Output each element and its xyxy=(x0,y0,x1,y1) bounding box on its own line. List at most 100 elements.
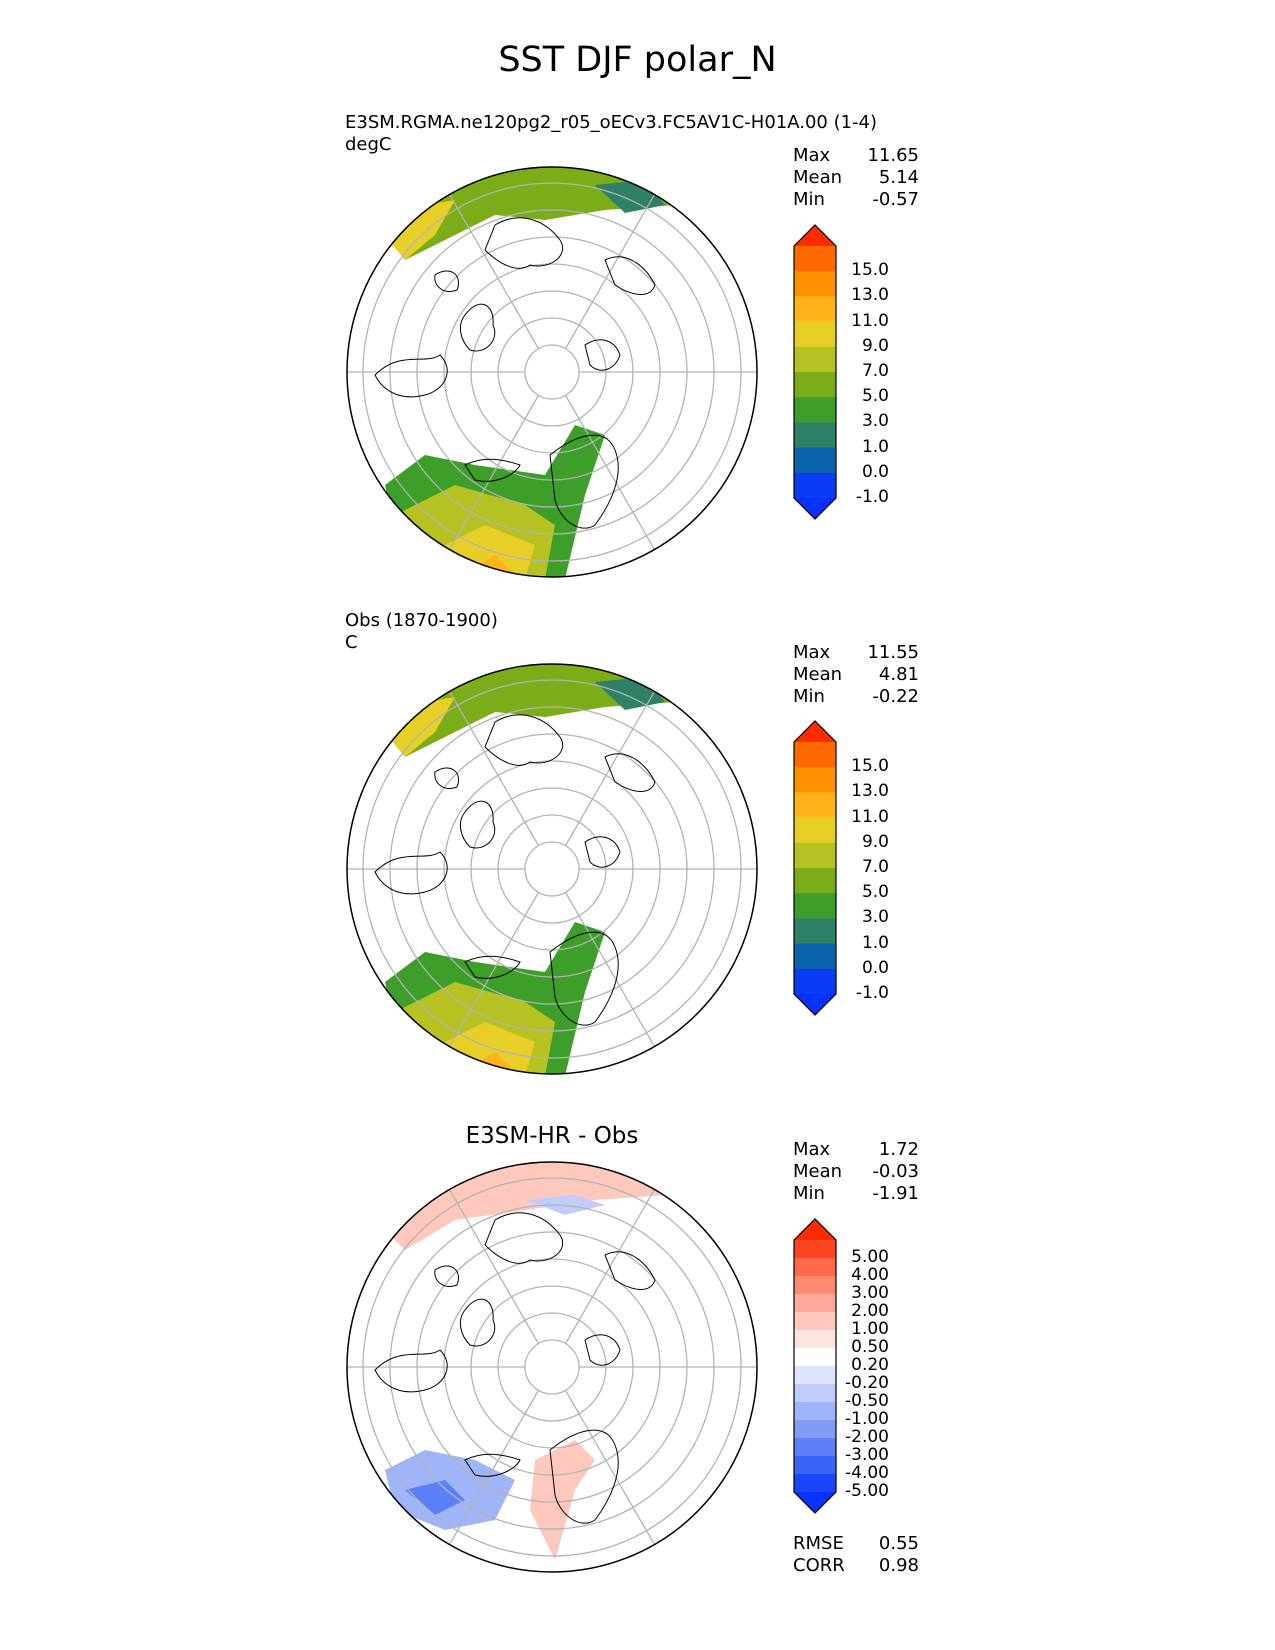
colorbar-extend-top xyxy=(794,1219,836,1240)
coastlines xyxy=(374,217,656,529)
colorbar-tick-label: 1.0 xyxy=(861,436,889,457)
colorbar-segment xyxy=(794,842,836,869)
coastline xyxy=(464,458,521,482)
colorbar-segment xyxy=(794,1474,836,1493)
coastline xyxy=(604,256,656,295)
coastline xyxy=(484,1212,563,1264)
colorbar-segment xyxy=(794,1312,836,1331)
colorbar-segment xyxy=(794,968,836,995)
colorbar-segment xyxy=(794,767,836,793)
colorbar-tick-label: 0.0 xyxy=(861,957,889,978)
colorbar-extend-bottom xyxy=(794,498,836,519)
colorbar-tick-label: 4.00 xyxy=(851,1265,889,1285)
panel3-stats: Max 1.72 Mean -0.03 Min -1.91 xyxy=(793,1139,919,1205)
panel3-stat-mean: Mean -0.03 xyxy=(793,1161,919,1183)
coastline xyxy=(584,1334,621,1366)
colorbar-extend-top xyxy=(794,225,836,246)
panel2-subtitle-line1: Obs (1870-1900) xyxy=(345,610,498,631)
coastline xyxy=(484,714,563,766)
colorbar-tick-label: 0.50 xyxy=(851,1337,889,1357)
panel3-colorbar: 5.00 4.00 3.00 2.00 1.00 0.50 0.20 -0.20 -0.50 -1… xyxy=(793,1218,933,1514)
panel2-stat-mean: Mean 4.81 xyxy=(793,664,919,686)
stat-value: 4.81 xyxy=(878,664,919,685)
colorbar-segment xyxy=(794,1456,836,1475)
colorbar-tick-label: -2.00 xyxy=(845,1427,889,1447)
stat-label: Max xyxy=(793,145,831,166)
coastline xyxy=(584,339,621,371)
stat-label: Min xyxy=(793,189,825,210)
colorbar-segment xyxy=(794,397,836,423)
metric-value: 0.98 xyxy=(878,1555,919,1576)
panel2-polar-map xyxy=(346,663,758,1075)
map-boundary xyxy=(346,1161,758,1573)
colorbar-segment xyxy=(794,296,836,323)
coastline xyxy=(374,354,448,398)
colorbar-segment xyxy=(794,742,836,768)
coastline xyxy=(464,1453,521,1477)
colorbar-bar xyxy=(793,720,837,1016)
coastline xyxy=(434,767,459,789)
coastline xyxy=(374,1349,448,1393)
coastline xyxy=(549,434,619,529)
coastline xyxy=(374,851,448,895)
colorbar-tick-label: 13.0 xyxy=(851,781,889,802)
colorbar-segment xyxy=(794,1348,836,1367)
panel2-subtitle-line2: C xyxy=(345,632,358,653)
panel3-polar-map xyxy=(346,1161,758,1573)
colorbar-segment xyxy=(794,1240,836,1259)
coastline xyxy=(459,303,496,352)
coastlines xyxy=(374,1212,656,1524)
panel1-colorbar: 15.0 13.0 11.0 9.0 7.0 5.0 3.0 1.0 0.0 -1.0 xyxy=(793,224,933,520)
colorbar-tick-label: 11.0 xyxy=(851,310,889,331)
stat-label: Mean xyxy=(793,664,843,685)
latitude-circle xyxy=(524,841,580,897)
stat-label: Max xyxy=(793,1139,831,1160)
metric-value: 0.55 xyxy=(878,1533,919,1554)
stat-value: -0.03 xyxy=(872,1161,919,1182)
colorbar-segment xyxy=(794,472,836,499)
panel2-stat-min: Min -0.22 xyxy=(793,686,919,708)
stat-value: 1.72 xyxy=(878,1139,919,1160)
coastline xyxy=(459,800,496,849)
colorbar-tick-label: 5.0 xyxy=(861,386,889,407)
colorbar-tick-label: 3.0 xyxy=(861,907,889,928)
colorbar-segment xyxy=(794,422,836,449)
colorbar-segment xyxy=(794,372,836,398)
panel1-subtitle-line2: degC xyxy=(345,134,392,155)
colorbar-tick-label: 7.0 xyxy=(861,361,889,381)
panel3-title: E3SM-HR - Obs xyxy=(465,1123,639,1149)
metric-label: RMSE xyxy=(793,1533,844,1554)
panel1-stat-mean: Mean 5.14 xyxy=(793,167,919,189)
meridian-line xyxy=(448,892,540,1047)
colorbar-tick-label: -1.00 xyxy=(845,1409,889,1429)
ocean-field xyxy=(385,1162,665,1560)
meridian-line xyxy=(448,194,540,349)
colorbar-tick-label: -1.0 xyxy=(855,983,889,1003)
coastline xyxy=(464,955,521,979)
colorbar-tick-label: 3.00 xyxy=(851,1283,889,1303)
colorbar-tick-label: 5.00 xyxy=(851,1247,889,1267)
stat-value: -0.57 xyxy=(872,189,919,210)
colorbar-extend-bottom xyxy=(794,994,836,1015)
colorbar-segment xyxy=(794,1402,836,1421)
colorbar-extend-top xyxy=(794,721,836,742)
panel1-stat-min: Min -0.57 xyxy=(793,189,919,211)
colorbar-segment xyxy=(794,1366,836,1385)
stat-label: Min xyxy=(793,1183,825,1204)
colorbar-segment xyxy=(794,321,836,348)
map-boundary xyxy=(346,166,758,578)
colorbar-tick-label: 1.0 xyxy=(861,932,889,953)
stat-label: Mean xyxy=(793,167,843,188)
stat-value: 11.55 xyxy=(867,642,919,663)
stat-label: Mean xyxy=(793,1161,843,1182)
coastline xyxy=(434,1265,459,1287)
meridian-line xyxy=(448,691,540,846)
meridian-line xyxy=(564,1390,656,1545)
colorbar-tick-label: 0.20 xyxy=(851,1355,889,1375)
panel2-colorbar: 15.0 13.0 11.0 9.0 7.0 5.0 3.0 1.0 0.0 -1.0 xyxy=(793,720,933,1016)
colorbar-segment xyxy=(794,792,836,819)
coastlines xyxy=(374,714,656,1026)
metric-label: CORR xyxy=(793,1555,845,1576)
colorbar-segment xyxy=(794,943,836,970)
stat-label: Min xyxy=(793,686,825,707)
